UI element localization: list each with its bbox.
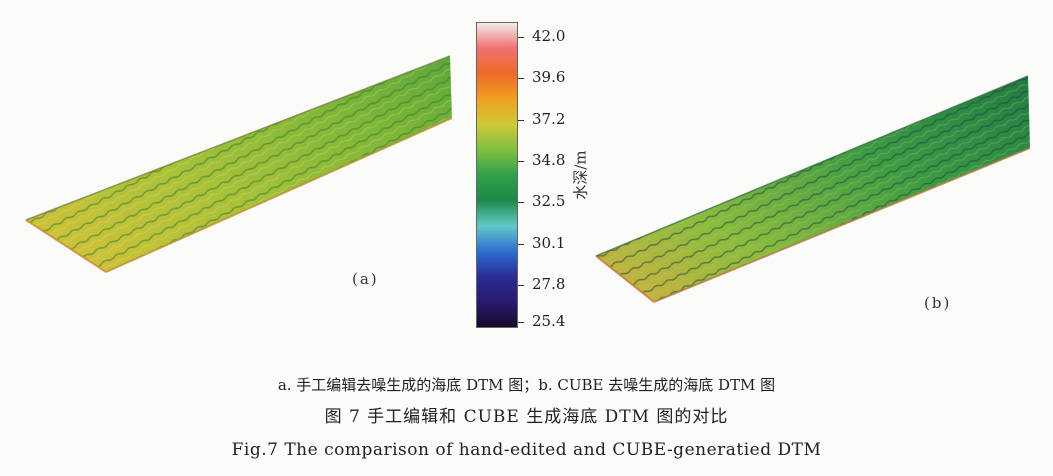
dtm-panel-a <box>20 50 460 280</box>
figure-caption-en: Fig.7 The comparison of hand-edited and … <box>231 440 822 460</box>
colorbar <box>476 22 518 328</box>
dtm-surface-a <box>25 55 453 273</box>
panel-a-label: (a) <box>352 270 379 288</box>
colorbar-tick: 27.8 <box>518 275 565 293</box>
colorbar-axis-label: 水深/m <box>571 150 590 200</box>
dtm-surface-b <box>595 75 1031 303</box>
colorbar-tick: 37.2 <box>518 110 565 128</box>
colorbar-ticks: 42.0 39.6 37.2 34.8 32.5 30.1 27.8 25.4 <box>518 22 578 330</box>
colorbar-tick: 30.1 <box>518 234 565 252</box>
colorbar-tick: 39.6 <box>518 68 565 86</box>
figure-caption-cn: 图 7 手工编辑和 CUBE 生成海底 DTM 图的对比 <box>324 407 729 427</box>
colorbar-tick: 32.5 <box>518 192 565 210</box>
colorbar-tick: 25.4 <box>518 312 565 330</box>
dtm-panel-b <box>590 70 1035 310</box>
colorbar-tick: 42.0 <box>518 27 565 45</box>
colorbar-tick: 34.8 <box>518 151 565 169</box>
figure-subcaption-cn: a. 手工编辑去噪生成的海底 DTM 图；b. CUBE 去噪生成的海底 DTM… <box>277 376 776 394</box>
panel-b-label: (b) <box>924 294 952 312</box>
